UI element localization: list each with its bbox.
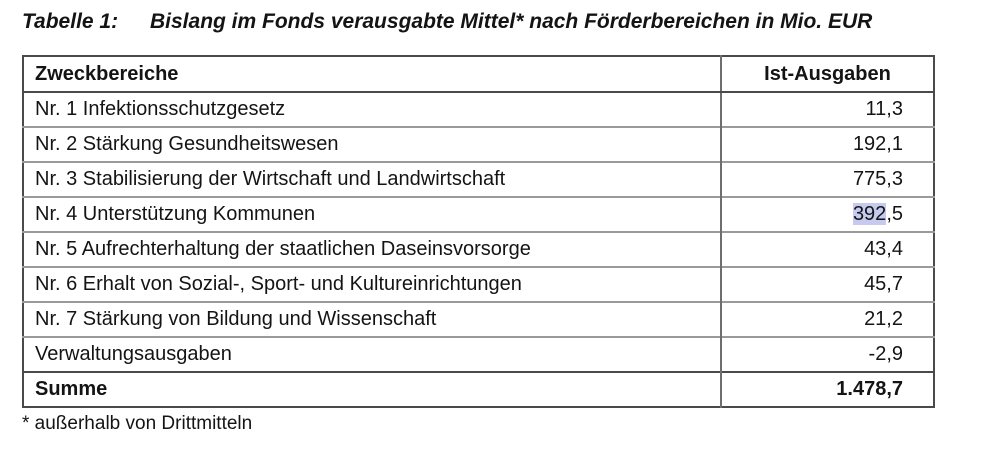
row-value: 775,3 [721, 161, 934, 197]
table-row: Nr. 7 Stärkung von Bildung und Wissensch… [23, 301, 934, 337]
table-row: Nr. 4 Unterstützung Kommunen 392,5 [23, 196, 934, 232]
row-label: Nr. 5 Aufrechterhaltung der staatlichen … [23, 231, 722, 267]
row-label: Nr. 1 Infektionsschutzgesetz [23, 92, 722, 127]
row-value: 45,7 [721, 266, 934, 302]
row-label: Nr. 3 Stabilisierung der Wirtschaft und … [23, 161, 722, 197]
row-value: 11,3 [865, 98, 903, 120]
page-title: Tabelle 1: Bislang im Fonds verausgabte M… [22, 9, 1000, 35]
document-page: Tabelle 1: Bislang im Fonds verausgabte M… [22, 9, 1000, 434]
header-row: Zweckbereiche Ist-Ausgaben [23, 56, 934, 93]
row-label: Nr. 7 Stärkung von Bildung und Wissensch… [23, 301, 722, 337]
row-value: 21,2 [721, 301, 934, 337]
row-value-rest: ,5 [886, 203, 903, 225]
row-value: 43,4 [721, 231, 934, 267]
table-row: Nr. 5 Aufrechterhaltung der staatlichen … [23, 231, 934, 267]
column-header-zweckbereiche: Zweckbereiche [23, 56, 722, 93]
summary-label: Summe [23, 371, 722, 407]
row-value: -2,9 [721, 336, 934, 372]
footnote: * außerhalb von Drittmitteln [22, 413, 253, 434]
table-row: Nr. 3 Stabilisierung der Wirtschaft und … [23, 161, 934, 197]
row-label: Nr. 2 Stärkung Gesundheitswesen [23, 126, 722, 162]
expenditure-table: Zweckbereiche Ist-Ausgaben Nr. 1 Infekti… [22, 55, 935, 408]
row-label: Nr. 6 Erhalt von Sozial-, Sport- und Kul… [23, 266, 722, 302]
table-row: Nr. 2 Stärkung Gesundheitswesen 192,1 [23, 126, 934, 162]
table-caption-text: Bislang im Fonds verausgabte Mittel* nac… [150, 10, 873, 33]
summary-row: Summe 1.478,7 [23, 371, 934, 407]
table-row: Nr. 1 Infektionsschutzgesetz 11,3 [23, 92, 934, 127]
summary-value: 1.478,7 [721, 371, 934, 407]
selected-text: 392 [852, 203, 887, 225]
row-value: 192,1 [721, 126, 934, 162]
row-value: 392,5 [721, 196, 934, 232]
row-label: Verwaltungsausgaben [23, 336, 722, 372]
table-row: Nr. 6 Erhalt von Sozial-, Sport- und Kul… [23, 266, 934, 302]
row-label: Nr. 4 Unterstützung Kommunen [23, 196, 722, 232]
column-header-ist-ausgaben: Ist-Ausgaben [721, 56, 934, 93]
table-row: Verwaltungsausgaben -2,9 [23, 336, 934, 372]
table-caption-number: Tabelle 1: [22, 10, 119, 33]
